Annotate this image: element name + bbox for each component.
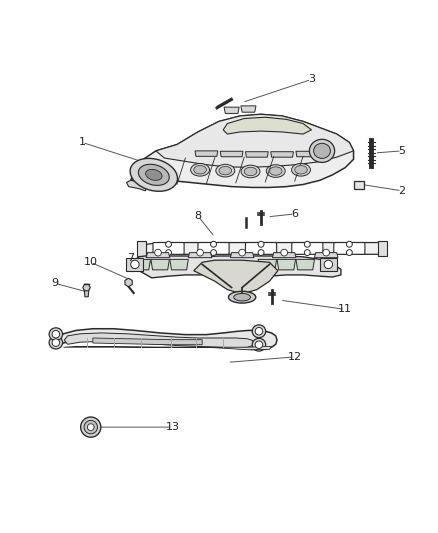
Circle shape <box>346 241 352 247</box>
Polygon shape <box>127 258 143 271</box>
Polygon shape <box>170 260 188 270</box>
Ellipse shape <box>292 164 311 176</box>
Polygon shape <box>241 106 256 112</box>
Polygon shape <box>194 260 278 294</box>
Text: 2: 2 <box>398 186 406 196</box>
Ellipse shape <box>229 292 256 303</box>
Polygon shape <box>296 260 314 270</box>
Ellipse shape <box>234 293 251 301</box>
Text: 7: 7 <box>127 253 134 263</box>
Ellipse shape <box>252 338 266 351</box>
Circle shape <box>166 249 172 255</box>
Ellipse shape <box>194 166 206 174</box>
Text: 5: 5 <box>399 146 406 156</box>
Polygon shape <box>245 152 268 157</box>
Bar <box>137 241 146 256</box>
Ellipse shape <box>252 325 266 337</box>
Ellipse shape <box>269 167 282 175</box>
Ellipse shape <box>130 158 177 191</box>
Ellipse shape <box>219 166 232 175</box>
Polygon shape <box>143 243 383 254</box>
Ellipse shape <box>138 164 169 185</box>
Polygon shape <box>195 151 218 156</box>
Polygon shape <box>64 346 272 350</box>
Circle shape <box>323 249 329 256</box>
Circle shape <box>324 260 332 269</box>
Polygon shape <box>131 114 353 188</box>
Bar <box>353 181 364 189</box>
Ellipse shape <box>145 169 162 180</box>
Circle shape <box>211 249 216 255</box>
Text: 10: 10 <box>84 257 98 267</box>
Polygon shape <box>146 253 170 257</box>
Polygon shape <box>127 180 148 191</box>
Polygon shape <box>156 114 353 167</box>
Polygon shape <box>131 255 341 278</box>
Polygon shape <box>84 287 89 297</box>
FancyBboxPatch shape <box>198 243 229 254</box>
Circle shape <box>255 341 263 349</box>
Polygon shape <box>132 260 151 270</box>
Circle shape <box>131 260 139 269</box>
FancyBboxPatch shape <box>245 243 277 254</box>
FancyBboxPatch shape <box>334 243 365 254</box>
Polygon shape <box>314 253 338 257</box>
Polygon shape <box>277 260 296 270</box>
Circle shape <box>258 241 264 247</box>
Ellipse shape <box>216 164 235 177</box>
Polygon shape <box>54 329 277 350</box>
FancyBboxPatch shape <box>153 243 184 254</box>
Ellipse shape <box>49 336 63 349</box>
Polygon shape <box>220 151 243 157</box>
Text: 8: 8 <box>194 211 201 221</box>
Polygon shape <box>93 338 202 345</box>
Ellipse shape <box>314 143 330 158</box>
Circle shape <box>197 249 203 256</box>
Circle shape <box>52 339 60 346</box>
Text: 3: 3 <box>308 75 315 84</box>
Polygon shape <box>272 253 296 257</box>
Polygon shape <box>320 258 337 271</box>
Text: 12: 12 <box>288 352 302 362</box>
Polygon shape <box>271 152 293 157</box>
FancyBboxPatch shape <box>292 243 323 254</box>
Circle shape <box>239 249 245 256</box>
Circle shape <box>88 424 94 431</box>
Circle shape <box>166 241 172 247</box>
Polygon shape <box>64 333 254 348</box>
Ellipse shape <box>244 167 257 176</box>
Circle shape <box>258 249 264 255</box>
Ellipse shape <box>266 165 285 177</box>
Ellipse shape <box>191 164 209 176</box>
Circle shape <box>255 327 263 335</box>
Polygon shape <box>188 253 212 257</box>
Polygon shape <box>223 117 311 134</box>
Circle shape <box>281 249 287 256</box>
Ellipse shape <box>295 166 307 174</box>
Polygon shape <box>224 107 239 114</box>
Polygon shape <box>296 151 319 157</box>
Ellipse shape <box>241 165 260 178</box>
Circle shape <box>304 249 310 255</box>
Circle shape <box>81 417 101 437</box>
Polygon shape <box>125 278 132 287</box>
Text: 1: 1 <box>79 138 86 148</box>
Circle shape <box>346 249 352 255</box>
Circle shape <box>304 241 310 247</box>
Polygon shape <box>258 260 277 270</box>
Text: 9: 9 <box>51 278 59 288</box>
Polygon shape <box>83 284 90 291</box>
Circle shape <box>211 241 216 247</box>
Text: 11: 11 <box>338 304 352 314</box>
Text: 13: 13 <box>166 422 180 432</box>
Ellipse shape <box>309 139 335 163</box>
Polygon shape <box>230 253 254 257</box>
Circle shape <box>155 249 161 256</box>
Polygon shape <box>151 260 170 270</box>
Text: 6: 6 <box>291 209 298 219</box>
Circle shape <box>52 330 60 338</box>
Ellipse shape <box>49 328 63 341</box>
Circle shape <box>84 421 98 434</box>
Bar <box>378 241 387 256</box>
